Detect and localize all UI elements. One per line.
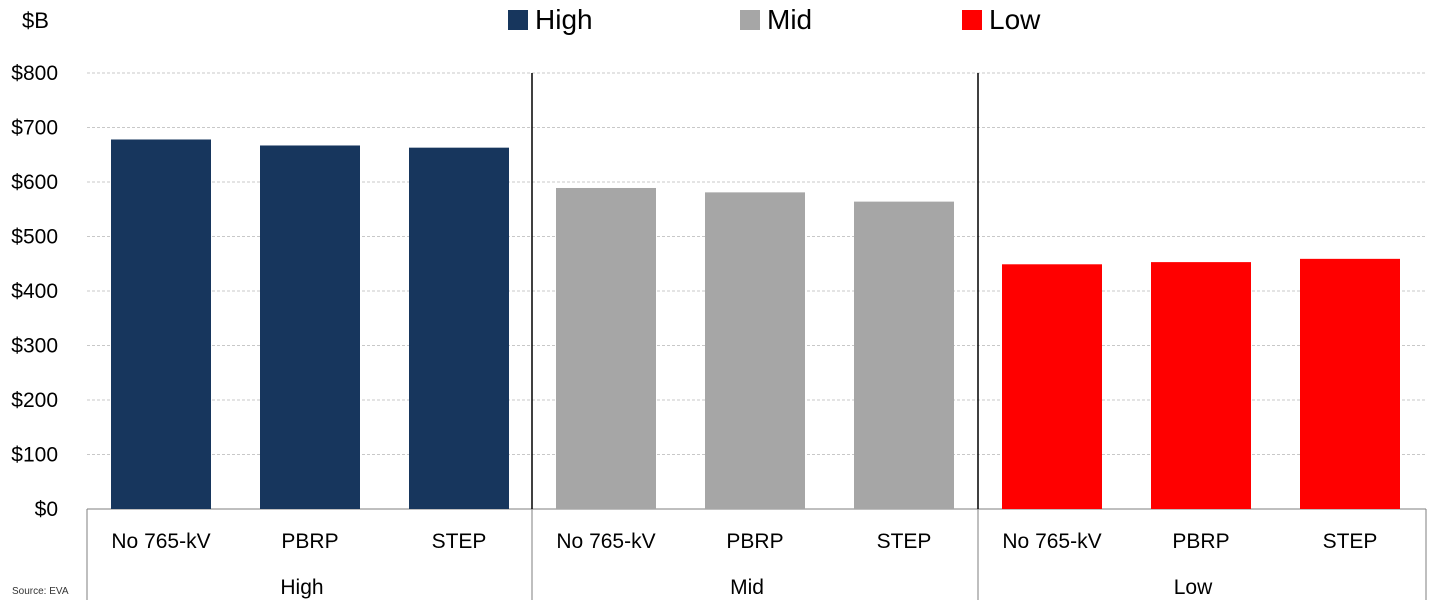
legend-item-high: High (508, 4, 593, 36)
y-tick-label: $200 (11, 389, 58, 412)
legend-item-low: Low (962, 4, 1040, 36)
x-category-label: PBRP (281, 530, 338, 553)
bar-mid-3 (854, 201, 954, 509)
y-tick-label: $300 (11, 335, 58, 358)
y-tick-label: $0 (35, 498, 58, 521)
x-category-label: STEP (877, 530, 932, 553)
legend-label-mid: Mid (767, 4, 813, 35)
bar-high-1 (111, 139, 211, 510)
bar-low-2 (1151, 262, 1251, 509)
y-tick-label: $400 (11, 280, 58, 303)
y-tick-label: $800 (11, 62, 58, 85)
y-tick-label: $700 (11, 117, 58, 140)
legend-swatch-mid (740, 10, 760, 30)
y-axis-unit-label: $B (22, 8, 49, 33)
x-group-label: Low (1174, 576, 1213, 599)
bar-high-3 (409, 147, 509, 510)
x-category-label: No 765-kV (1002, 530, 1101, 553)
y-tick-label: $600 (11, 171, 58, 194)
bar-mid-1 (556, 187, 656, 509)
x-group-label: Mid (730, 576, 764, 599)
y-tick-label: $100 (11, 444, 58, 467)
bar-mid-2 (705, 192, 805, 510)
legend-label-low: Low (989, 4, 1041, 35)
x-category-label: STEP (1323, 530, 1378, 553)
x-category-label: STEP (432, 530, 487, 553)
legend-swatch-low (962, 10, 982, 30)
bar-low-3 (1300, 258, 1400, 509)
x-group-label: High (280, 576, 323, 599)
legend-item-mid: Mid (740, 4, 812, 36)
x-category-label: No 765-kV (111, 530, 210, 553)
legend-swatch-high (508, 10, 528, 30)
x-category-label: PBRP (1172, 530, 1229, 553)
chart-legend: High Mid Low (0, 4, 1432, 40)
x-category-label: PBRP (726, 530, 783, 553)
y-tick-label: $500 (11, 226, 58, 249)
source-note: Source: EVA (12, 586, 69, 597)
x-category-label: No 765-kV (556, 530, 655, 553)
bar-high-2 (260, 145, 360, 510)
bar-low-1 (1002, 264, 1102, 509)
legend-label-high: High (535, 4, 593, 35)
